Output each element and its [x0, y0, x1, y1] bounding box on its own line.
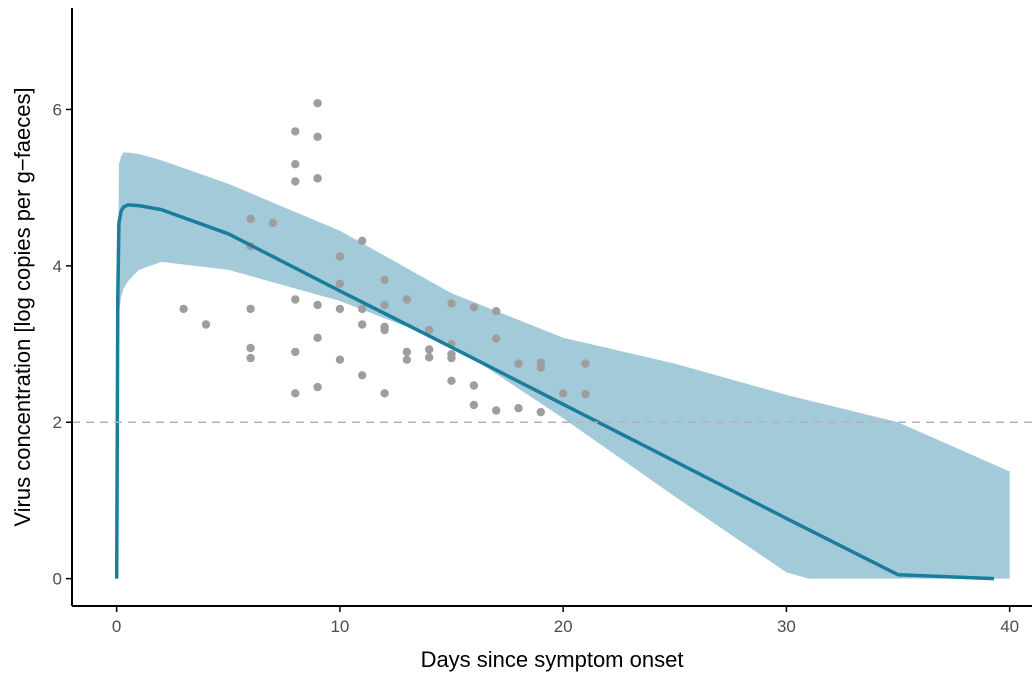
data-point [469, 381, 479, 390]
x-axis-title: Days since symptom onset [421, 647, 684, 672]
x-tick-label: 0 [112, 617, 121, 636]
data-point [291, 160, 300, 169]
data-point [246, 353, 255, 363]
data-point [380, 389, 389, 398]
data-point [402, 355, 412, 364]
data-point [335, 279, 345, 288]
data-point [313, 99, 322, 108]
data-point [358, 320, 367, 329]
data-point [425, 345, 434, 354]
x-axis-ticks: 0 10 20 30 40 [112, 606, 1019, 636]
data-point [201, 320, 211, 329]
data-point [313, 300, 322, 310]
data-point [492, 334, 501, 343]
data-point [447, 376, 456, 385]
data-point [447, 353, 456, 363]
y-tick-label: 0 [53, 570, 62, 589]
y-tick-label: 6 [53, 100, 62, 119]
y-axis-title: Virus concentration [log copies per g−fa… [10, 87, 35, 526]
data-point [514, 359, 523, 368]
data-point [492, 406, 501, 415]
data-point [246, 214, 255, 224]
data-point [335, 252, 345, 261]
data-point [425, 353, 434, 362]
x-tick-label: 40 [1000, 617, 1019, 636]
y-tick-label: 4 [53, 257, 62, 276]
data-point [358, 371, 367, 380]
fit-line-layer [114, 203, 995, 581]
data-point [179, 304, 188, 314]
data-point [313, 174, 322, 183]
data-point [291, 127, 300, 136]
data-point [313, 132, 322, 141]
data-point [380, 322, 389, 331]
data-point [536, 358, 545, 367]
data-point [246, 343, 255, 353]
data-point [425, 325, 434, 335]
data-point [469, 400, 479, 410]
data-point [358, 236, 367, 245]
data-point [536, 407, 545, 417]
y-axis-ticks: 0 2 4 6 [53, 100, 72, 589]
data-point [268, 218, 278, 228]
y-tick-label: 2 [53, 413, 62, 432]
data-point [358, 304, 367, 314]
data-point [291, 347, 300, 357]
data-point [447, 299, 456, 308]
x-tick-label: 10 [330, 617, 349, 636]
data-point [469, 303, 479, 312]
data-point [492, 307, 501, 316]
data-point [380, 300, 389, 310]
x-tick-label: 20 [554, 617, 573, 636]
data-point [291, 295, 300, 304]
data-point [291, 389, 300, 398]
data-point [313, 333, 322, 342]
data-point [380, 275, 389, 285]
data-point [402, 347, 412, 357]
data-point [402, 295, 412, 304]
fit-line [114, 203, 995, 581]
x-tick-label: 30 [777, 617, 796, 636]
data-point [335, 304, 345, 314]
data-point [514, 404, 523, 413]
data-point [291, 177, 300, 186]
data-points [179, 99, 590, 417]
data-point [581, 359, 590, 368]
data-point [246, 304, 255, 314]
data-point [581, 389, 590, 399]
data-point [313, 382, 322, 392]
data-point [335, 355, 345, 364]
data-point [559, 389, 568, 398]
